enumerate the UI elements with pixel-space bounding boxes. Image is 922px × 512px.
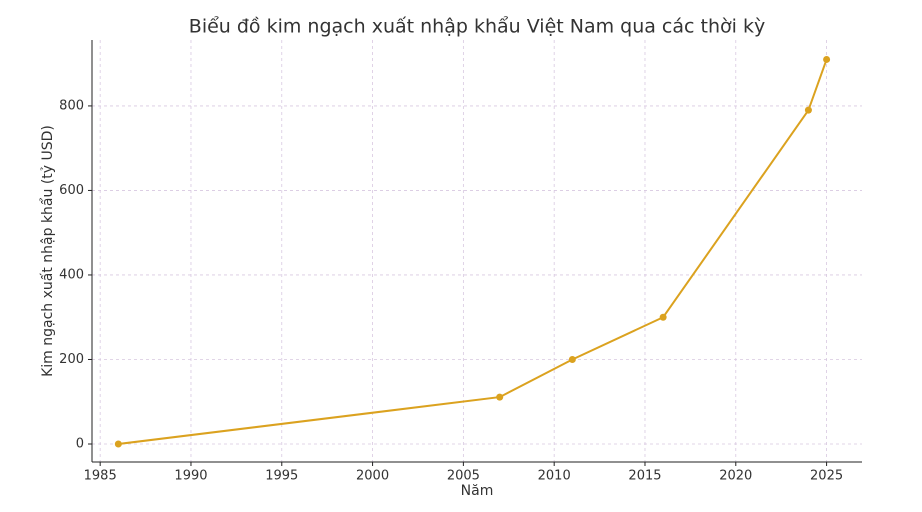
x-axis-label: Năm [461,483,494,499]
x-tick-label: 2010 [538,469,571,484]
x-tick-label: 1985 [84,469,117,484]
y-tick-label: 400 [59,267,84,282]
x-tick-label: 2005 [447,469,480,484]
x-tick-label: 1990 [174,469,207,484]
data-point [659,313,667,321]
data-point [496,393,504,401]
x-tick-label: 1995 [265,469,298,484]
data-point [114,440,122,448]
x-tick-label: 2025 [810,469,843,484]
data-point [568,355,576,363]
y-tick-label: 200 [59,352,84,367]
x-tick-label: 2000 [356,469,389,484]
y-tick-label: 800 [59,98,84,113]
data-point [823,55,831,63]
chart-title: Biểu đồ kim ngạch xuất nhập khẩu Việt Na… [189,16,765,38]
y-axis-label: Kim ngạch xuất nhập khẩu (tỷ USD) [39,125,56,377]
y-tick-label: 0 [76,436,84,451]
y-tick-label: 600 [59,183,84,198]
x-tick-label: 2015 [628,469,661,484]
data-line [118,59,828,445]
data-point [804,106,812,114]
x-tick-label: 2020 [719,469,752,484]
